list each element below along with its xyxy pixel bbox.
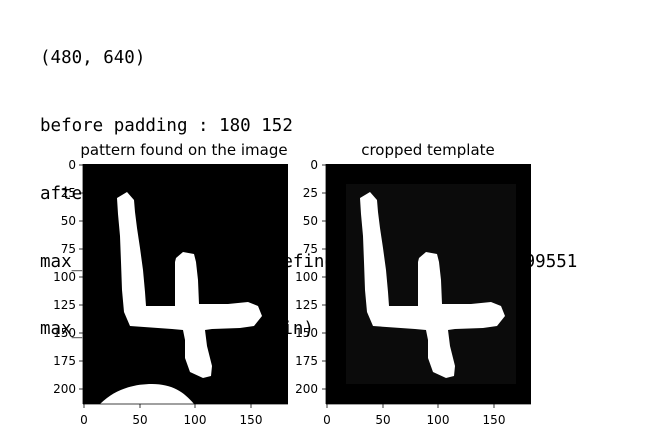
output-line-before-padding: before padding : 180 152 (40, 115, 293, 136)
plot-1-ytick: 200 (53, 382, 76, 396)
output-line-shape: (480, 640) (40, 48, 146, 69)
plot-1-yticks: 0 25 50 75 100 125 150 175 200 (53, 158, 76, 396)
plot-1-ytick-marks (79, 164, 83, 390)
plot-2-ytick: 100 (295, 270, 318, 284)
plot-1-ytick: 25 (61, 186, 76, 200)
plot-2-xtick: 100 (427, 413, 450, 427)
plot-1-ytick: 150 (53, 326, 76, 340)
plot-2-ytick: 75 (303, 242, 318, 256)
plot-1-bottom-blob (100, 384, 194, 404)
plot-1-ytick: 0 (68, 158, 76, 172)
plot-2-ytick: 150 (295, 326, 318, 340)
plot-2-ytick: 0 (310, 158, 318, 172)
plot-2-ytick: 50 (303, 214, 318, 228)
plot-2-ytick-marks (322, 164, 326, 390)
plot-1-ytick: 175 (53, 354, 76, 368)
plot-2-xtick: 150 (483, 413, 506, 427)
plot-pattern-found: pattern found on the image 0 25 50 75 10… (53, 141, 288, 427)
plot-2-title: cropped template (361, 141, 495, 159)
plot-1-xtick: 0 (80, 413, 88, 427)
plot-1-ytick: 75 (61, 242, 76, 256)
plot-2-ytick: 25 (303, 186, 318, 200)
plot-1-ytick: 100 (53, 270, 76, 284)
plot-1-ytick: 50 (61, 214, 76, 228)
plot-1-axes (82, 164, 288, 405)
plot-1-title: pattern found on the image (80, 141, 287, 159)
plot-2-xtick-marks (326, 404, 495, 408)
plot-2-ytick: 175 (295, 354, 318, 368)
plot-2-xtick: 50 (375, 413, 390, 427)
plot-2-axes (325, 164, 531, 405)
plot-1-ytick: 125 (53, 298, 76, 312)
plot-2-yticks: 0 25 50 75 100 125 150 175 200 (295, 158, 318, 396)
plot-cropped-template: cropped template 0 25 50 75 100 125 150 … (295, 141, 531, 427)
plot-1-xtick: 100 (184, 413, 207, 427)
plot-1-xticks: 0 50 100 150 (80, 413, 262, 427)
plot-2-xticks: 0 50 100 150 (323, 413, 505, 427)
plot-2-ytick: 200 (295, 382, 318, 396)
plot-1-xtick-marks (83, 404, 252, 408)
plot-1-xtick: 50 (132, 413, 147, 427)
plot-2-ytick: 125 (295, 298, 318, 312)
plot-2-xtick: 0 (323, 413, 331, 427)
plot-1-xtick: 150 (240, 413, 263, 427)
